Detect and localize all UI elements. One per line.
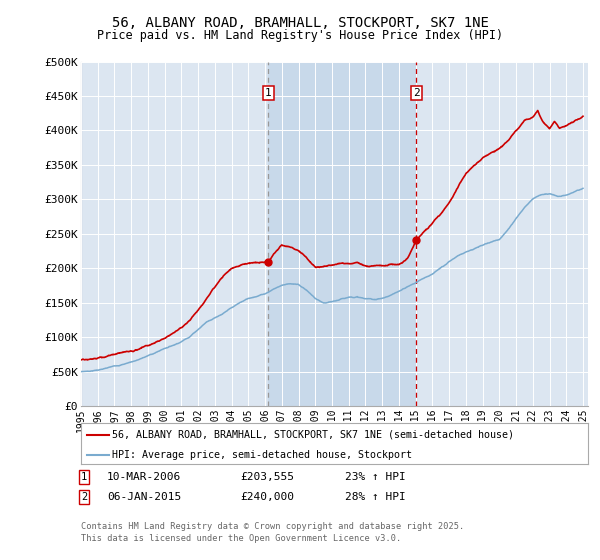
Text: HPI: Average price, semi-detached house, Stockport: HPI: Average price, semi-detached house,… (112, 450, 412, 460)
Text: Price paid vs. HM Land Registry's House Price Index (HPI): Price paid vs. HM Land Registry's House … (97, 29, 503, 41)
Text: 2: 2 (81, 492, 87, 502)
Text: 23% ↑ HPI: 23% ↑ HPI (345, 472, 406, 482)
Text: 10-MAR-2006: 10-MAR-2006 (107, 472, 181, 482)
Text: £240,000: £240,000 (240, 492, 294, 502)
Text: 1: 1 (265, 87, 272, 97)
Bar (268, 62, 416, 406)
Text: £203,555: £203,555 (240, 472, 294, 482)
Text: 1: 1 (81, 472, 87, 482)
Text: 2: 2 (413, 87, 420, 97)
Text: 56, ALBANY ROAD, BRAMHALL, STOCKPORT, SK7 1NE (semi-detached house): 56, ALBANY ROAD, BRAMHALL, STOCKPORT, SK… (112, 430, 514, 440)
Text: 56, ALBANY ROAD, BRAMHALL, STOCKPORT, SK7 1NE: 56, ALBANY ROAD, BRAMHALL, STOCKPORT, SK… (112, 16, 488, 30)
Text: 06-JAN-2015: 06-JAN-2015 (107, 492, 181, 502)
Text: 28% ↑ HPI: 28% ↑ HPI (345, 492, 406, 502)
Text: Contains HM Land Registry data © Crown copyright and database right 2025.
This d: Contains HM Land Registry data © Crown c… (81, 522, 464, 543)
